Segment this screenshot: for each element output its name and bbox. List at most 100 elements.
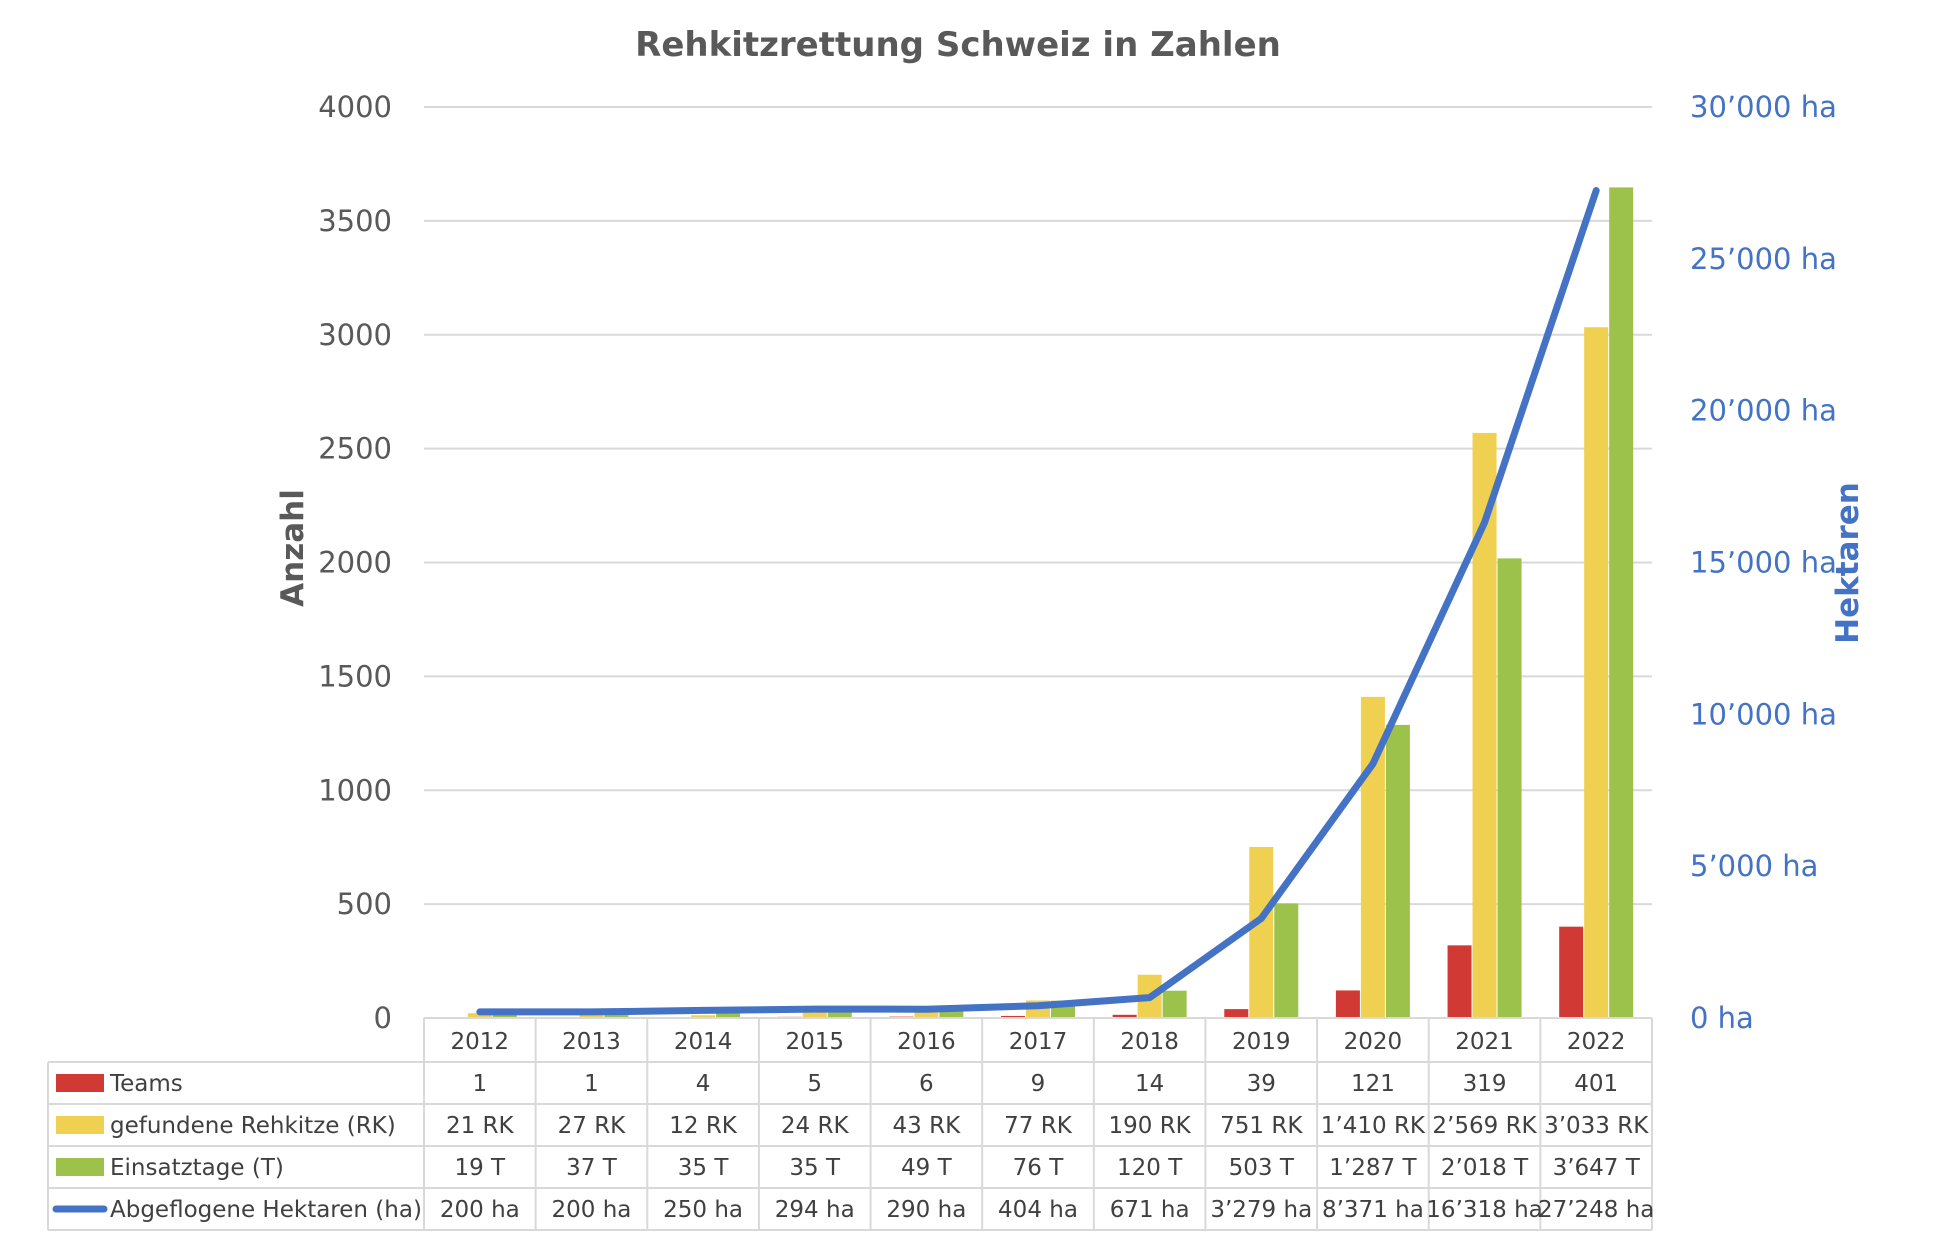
bar-rehkitze [914,1008,939,1018]
category-label: 2016 [897,1029,956,1055]
legend-label: Teams [109,1071,183,1097]
table-cell: 3’033 RK [1544,1113,1649,1139]
right-axis-title: Hektaren [1830,482,1866,644]
table-cell: 8’371 ha [1322,1197,1424,1223]
bar-einsatztage [1385,724,1410,1018]
table-cell: 5 [807,1071,822,1097]
left-tick-label: 3500 [318,204,392,238]
left-tick-label: 3000 [318,318,392,352]
right-tick-label: 0 ha [1690,1001,1754,1035]
right-tick-label: 20’000 ha [1690,394,1837,428]
table-cell: 12 RK [669,1113,738,1139]
left-tick-label: 4000 [318,90,392,124]
category-label: 2013 [562,1029,621,1055]
data-table: 2012 2013 2014 2015 2016 2017 2018 2019 2020 2021… [47,1017,1654,1231]
table-cell: 2’018 T [1441,1155,1529,1181]
table-cell: 16’318 ha [1426,1197,1542,1223]
table-cell: 37 T [566,1155,618,1181]
category-label: 2015 [785,1029,844,1055]
left-axis-title: Anzahl [275,489,311,607]
right-tick-label: 5’000 ha [1690,849,1818,883]
table-cell: 1’410 RK [1321,1113,1426,1139]
bar-teams [1559,926,1584,1018]
legend-key [56,1158,104,1176]
table-cell: 19 T [454,1155,506,1181]
table-cell: 200 ha [440,1197,520,1223]
bar-einsatztage [1162,990,1187,1018]
line-series [476,187,1600,1016]
bar-teams [1335,990,1360,1018]
table-cell: 3’647 T [1553,1155,1641,1181]
bar-einsatztage [827,1010,852,1018]
table-cell: 27’248 ha [1538,1197,1654,1223]
table-cell: 35 T [678,1155,730,1181]
table-cell: 21 RK [446,1113,515,1139]
legend-key [56,1074,104,1092]
bar-rehkitze [1249,846,1274,1018]
category-label: 2012 [451,1029,510,1055]
table-cell: 9 [1031,1071,1046,1097]
table-cell: 250 ha [663,1197,743,1223]
table-cell: 290 ha [886,1197,966,1223]
table-cell: 503 T [1229,1155,1295,1181]
table-cell: 404 ha [998,1197,1078,1223]
left-tick-label: 2500 [318,432,392,466]
bar-teams [1224,1009,1249,1018]
category-label: 2014 [674,1029,733,1055]
legend-label: gefundene Rehkitze (RK) [110,1113,396,1139]
legend-label: Einsatztage (T) [110,1155,284,1181]
table-cell: 4 [696,1071,711,1097]
bar-rehkitze [802,1012,827,1018]
category-label: 2017 [1009,1029,1068,1055]
table-cell: 751 RK [1220,1113,1303,1139]
table-cell: 49 T [901,1155,953,1181]
table-cell: 6 [919,1071,934,1097]
table-cell: 39 [1247,1071,1276,1097]
bar-einsatztage [1274,903,1299,1018]
bar-einsatztage [716,1010,741,1018]
left-axis-ticks: 0 500 1000 1500 2000 2500 3000 3500 4000 [318,90,392,1035]
bar-rehkitze [1584,327,1609,1018]
table-cell: 294 ha [775,1197,855,1223]
bar-einsatztage [1497,558,1522,1018]
table-cell: 27 RK [558,1113,627,1139]
left-tick-label: 0 [374,1001,392,1035]
category-label: 2019 [1232,1029,1291,1055]
left-tick-label: 500 [337,887,392,921]
table-cell: 2’569 RK [1432,1113,1537,1139]
table-cell: 1’287 T [1329,1155,1417,1181]
table-cell: 401 [1574,1071,1618,1097]
bar-rehkitze [467,1013,492,1018]
table-cell: 43 RK [893,1113,962,1139]
table-cell: 24 RK [781,1113,850,1139]
table-cell: 35 T [789,1155,841,1181]
left-tick-label: 2000 [318,546,392,580]
category-label: 2018 [1120,1029,1179,1055]
right-tick-label: 25’000 ha [1690,242,1837,276]
category-label: 2022 [1567,1029,1626,1055]
table-cell: 120 T [1117,1155,1183,1181]
table-cell: 200 ha [552,1197,632,1223]
left-tick-label: 1000 [318,773,392,807]
table-cell: 1 [584,1071,599,1097]
line-hektaren [476,187,1600,1016]
table-cell: 76 T [1013,1155,1065,1181]
bar-teams [1001,1015,1025,1018]
table-cell: 121 [1351,1071,1395,1097]
table-cell: 319 [1463,1071,1507,1097]
left-tick-label: 1500 [318,659,392,693]
grid-lines [424,106,1652,906]
right-tick-label: 15’000 ha [1690,546,1837,580]
table-cell: 671 ha [1110,1197,1190,1223]
bar-teams [1447,945,1472,1018]
table-cell: 1 [472,1071,487,1097]
right-tick-label: 10’000 ha [1690,697,1837,731]
chart-title: Rehkitzrettung Schweiz in Zahlen [635,25,1281,65]
bar-teams [1112,1014,1137,1018]
bar-rehkitze [691,1015,716,1018]
right-axis-ticks: 0 ha 5’000 ha 10’000 ha 15’000 ha 20’000 ha 2… [1690,90,1837,1035]
table-cell: 77 RK [1004,1113,1073,1139]
category-label: 2020 [1344,1029,1403,1055]
legend-key [56,1116,104,1134]
